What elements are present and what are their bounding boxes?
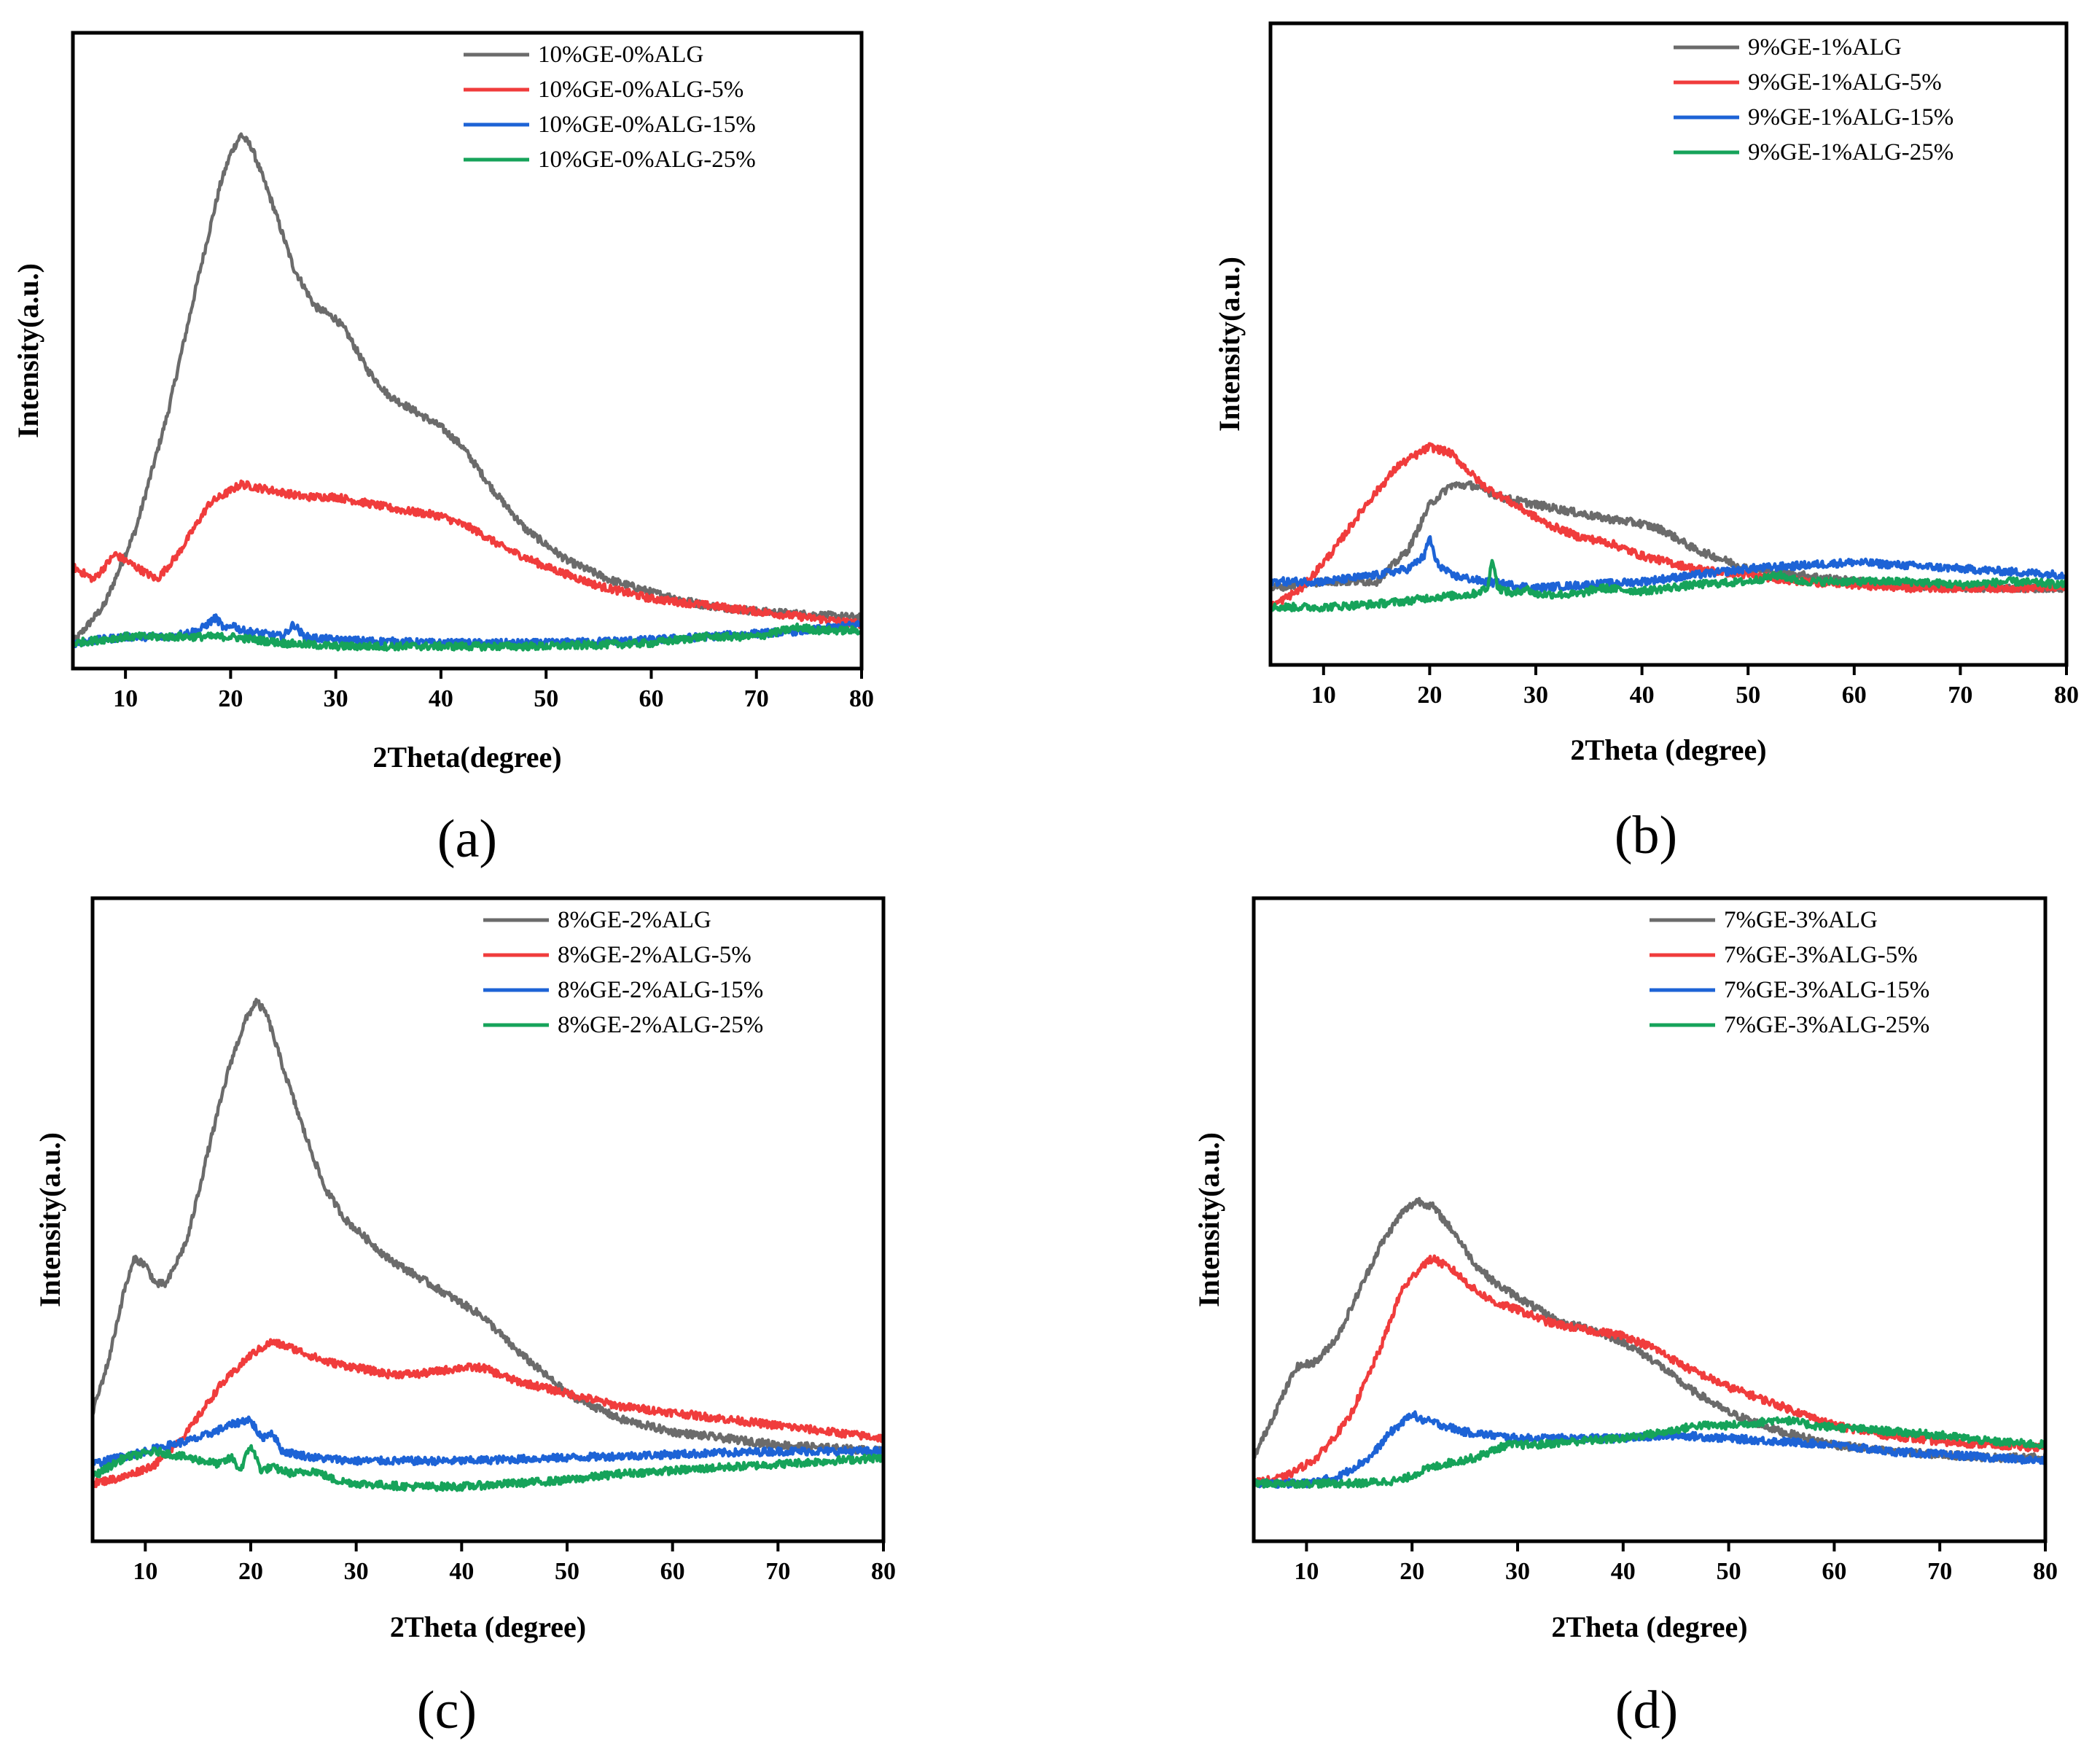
x-axis-title: 2Theta(degree): [372, 741, 561, 774]
legend-entry: 9%GE-1%ALG-15%: [1748, 104, 1953, 131]
series-line-3: [1254, 1410, 2045, 1489]
series-line-4: [73, 622, 862, 652]
series-line-1: [93, 997, 883, 1456]
legend-entry: 9%GE-1%ALG-5%: [1748, 69, 1942, 96]
legend-entry: 7%GE-3%ALG-25%: [1724, 1012, 1929, 1038]
series-line-3: [73, 613, 862, 649]
panel-c: 10 20 30 40 50 60 70 80 2Theta (degree) Intensity…: [34, 896, 896, 1740]
series-line-3: [1270, 534, 2066, 593]
y-axis-title: Intensity(a.u.): [1213, 257, 1246, 432]
panel-a: 10 20 30 40 50 60 70 80 2Theta(degree) Intensity(…: [12, 31, 874, 869]
legend-entry: 8%GE-2%ALG-25%: [558, 1012, 763, 1038]
legend: 9%GE-1%ALG 9%GE-1%ALG-5% 9%GE-1%ALG-15% 9%G…: [1674, 34, 1953, 165]
x-tick-label: 80: [2033, 1558, 2058, 1585]
x-tick-label: 10: [133, 1558, 157, 1585]
panel-label: (a): [437, 809, 497, 869]
legend-entry: 10%GE-0%ALG: [538, 42, 703, 68]
panel-label: (d): [1615, 1680, 1678, 1740]
panel-label: (c): [417, 1680, 477, 1740]
legend: 8%GE-2%ALG 8%GE-2%ALG-5% 8%GE-2%ALG-15% 8%G…: [483, 907, 763, 1038]
legend-entry: 10%GE-0%ALG-15%: [538, 112, 756, 138]
legend-entry: 10%GE-0%ALG-5%: [538, 77, 743, 103]
x-tick-label: 20: [1400, 1558, 1424, 1585]
x-tick-label: 80: [2054, 682, 2079, 709]
x-tick-label: 60: [639, 685, 663, 712]
series-line-4: [93, 1444, 883, 1492]
panel-label: (b): [1615, 806, 1677, 865]
panel-b: 10 20 30 40 50 60 70 80 2Theta (degree) Intensity…: [1213, 21, 2079, 865]
series-line-1: [1254, 1196, 2045, 1463]
legend-entry: 8%GE-2%ALG-15%: [558, 977, 763, 1003]
series-line-2: [73, 479, 862, 629]
series-line-4: [1270, 558, 2066, 613]
x-tick-label: 10: [113, 685, 138, 712]
x-tick-label: 80: [871, 1558, 896, 1585]
x-tick-label: 20: [218, 685, 243, 712]
series-line-4: [1254, 1415, 2045, 1489]
x-tick-label: 60: [660, 1558, 685, 1585]
x-axis-title: 2Theta (degree): [1570, 733, 1766, 766]
x-tick-label: 40: [1611, 1558, 1636, 1585]
legend-entry: 7%GE-3%ALG: [1724, 907, 1878, 933]
plot-frame: [1252, 896, 2048, 1543]
x-tick-label: 10: [1294, 1558, 1319, 1585]
legend-entry: 9%GE-1%ALG-25%: [1748, 139, 1953, 165]
x-tick-label: 50: [555, 1558, 579, 1585]
series-line-3: [93, 1415, 883, 1468]
x-tick-label: 30: [324, 685, 348, 712]
series-line-2: [1270, 442, 2066, 610]
x-tick-label: 70: [765, 1558, 790, 1585]
x-tick-label: 20: [1417, 682, 1442, 709]
x-tick-label: 30: [344, 1558, 369, 1585]
x-tick-label: 70: [744, 685, 769, 712]
x-tick-label: 60: [1822, 1558, 1846, 1585]
x-tick-label: 50: [534, 685, 558, 712]
legend-entry: 8%GE-2%ALG: [558, 907, 711, 933]
panel-d: 10 20 30 40 50 60 70 80 2Theta (degree) Intensity…: [1193, 896, 2058, 1740]
legend-entry: 7%GE-3%ALG-15%: [1724, 977, 1929, 1003]
y-axis-title: Intensity(a.u.): [12, 263, 44, 438]
x-axis-title: 2Theta (degree): [390, 1610, 586, 1643]
legend-entry: 8%GE-2%ALG-5%: [558, 942, 752, 968]
legend-entry: 9%GE-1%ALG: [1748, 34, 1902, 61]
x-tick-label: 70: [1948, 682, 1972, 709]
series-line-1: [73, 132, 862, 646]
x-tick-label: 70: [1927, 1558, 1952, 1585]
series-line-2: [93, 1338, 883, 1489]
legend-entry: 7%GE-3%ALG-5%: [1724, 942, 1918, 968]
x-tick-label: 50: [1736, 682, 1760, 709]
legend: 10%GE-0%ALG 10%GE-0%ALG-5% 10%GE-0%ALG-15%…: [464, 42, 756, 173]
x-tick-label: 40: [429, 685, 453, 712]
series-line-2: [1254, 1254, 2045, 1488]
x-tick-label: 40: [1630, 682, 1655, 709]
legend-entry: 10%GE-0%ALG-25%: [538, 147, 756, 173]
x-tick-label: 10: [1311, 682, 1336, 709]
x-axis-title: 2Theta (degree): [1551, 1610, 1747, 1643]
x-tick-label: 40: [449, 1558, 474, 1585]
x-tick-label: 60: [1842, 682, 1867, 709]
x-tick-label: 80: [849, 685, 874, 712]
plot-frame: [71, 31, 864, 671]
x-tick-label: 30: [1523, 682, 1548, 709]
x-tick-label: 30: [1505, 1558, 1530, 1585]
x-tick-label: 20: [238, 1558, 263, 1585]
x-tick-label: 50: [1717, 1558, 1741, 1585]
plot-frame: [1268, 21, 2069, 667]
legend: 7%GE-3%ALG 7%GE-3%ALG-5% 7%GE-3%ALG-15% 7%G…: [1650, 907, 1929, 1038]
y-axis-title: Intensity(a.u.): [1193, 1132, 1225, 1307]
plot-frame: [90, 896, 886, 1543]
y-axis-title: Intensity(a.u.): [34, 1132, 66, 1307]
